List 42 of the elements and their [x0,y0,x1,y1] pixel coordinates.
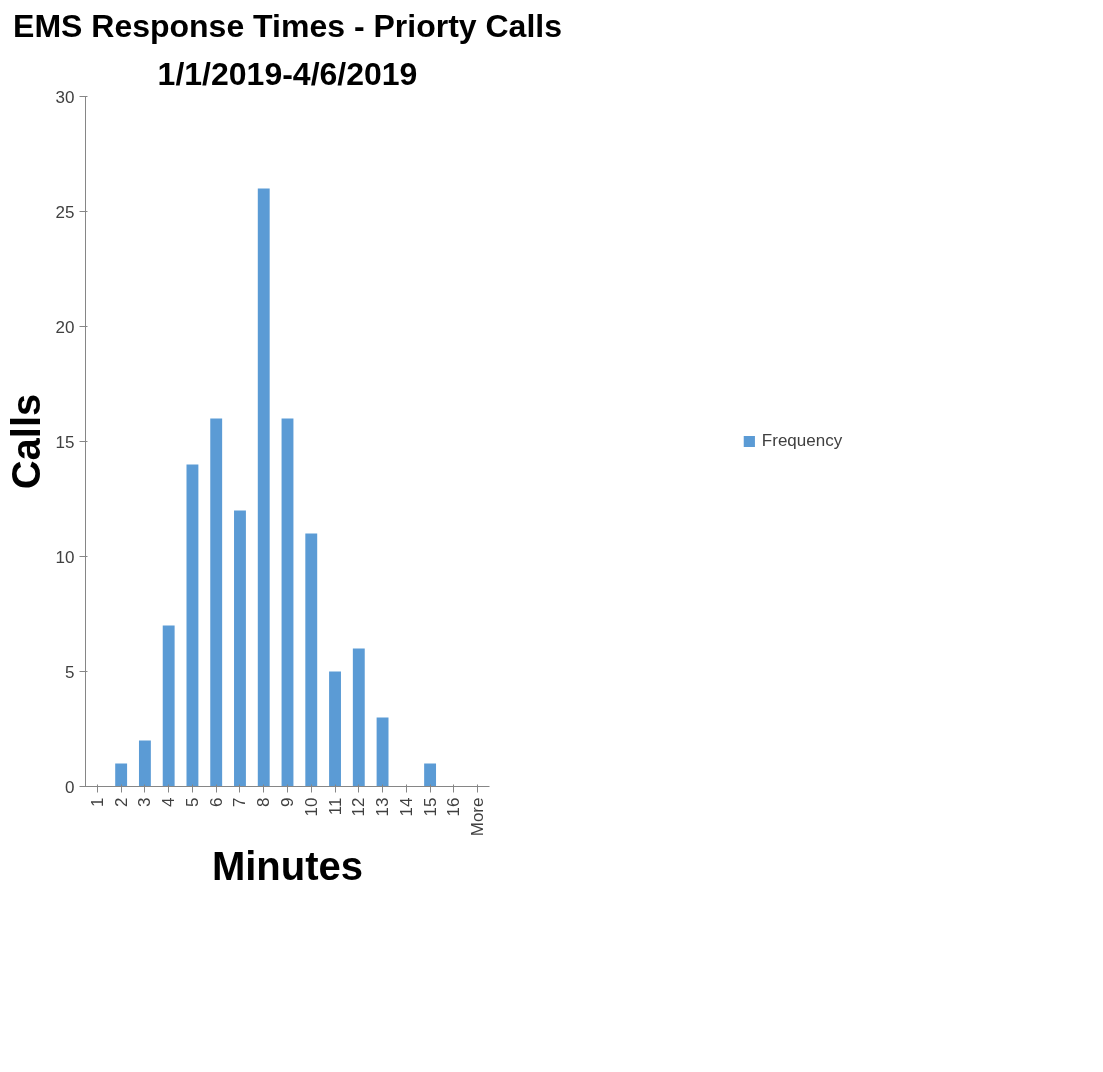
legend-label: Frequency [761,431,843,451]
bar [281,418,294,787]
bar [162,625,175,787]
y-tick-label: 30 [55,87,75,107]
x-tick-label: 11 [325,797,345,816]
chart-title: EMS Response Times - Priorty Calls [13,7,562,44]
bar [257,188,270,787]
y-tick-label: 25 [55,202,75,222]
x-tick-label: 2 [111,797,131,807]
bar [210,418,223,787]
y-tick-label: 20 [55,317,75,337]
bar [424,763,437,787]
x-tick-label: 15 [420,797,440,817]
x-axis-title: Minutes [211,844,364,889]
y-tick-label: 10 [55,547,75,567]
x-tick-label: 6 [206,797,226,807]
bar [186,464,199,787]
bar [329,671,341,787]
x-tick-label: 14 [396,797,416,817]
bar [138,740,151,787]
x-tick-label: 12 [349,797,369,817]
y-tick-label: 15 [55,432,75,452]
x-tick-label: 1 [87,797,107,807]
x-tick-label: 8 [254,797,274,807]
y-tick-label: 5 [65,662,75,682]
y-axis-title: Calls [3,393,48,490]
y-tick-label: 0 [65,777,75,797]
chart-subtitle: 1/1/2019-4/6/2019 [157,55,418,92]
x-tick-label: 4 [159,797,179,807]
bar [234,510,246,787]
bar [115,763,128,787]
x-tick-label: 7 [230,797,250,807]
x-tick-label: More [468,797,488,837]
bar [305,533,318,787]
x-tick-label: 3 [135,797,155,807]
x-tick-label: 13 [373,797,393,817]
x-tick-label: 5 [182,797,202,807]
x-tick-label: 10 [301,797,321,817]
bar [352,648,365,787]
x-tick-label: 16 [444,797,464,817]
x-tick-label: 9 [278,797,297,807]
bar [376,717,389,787]
